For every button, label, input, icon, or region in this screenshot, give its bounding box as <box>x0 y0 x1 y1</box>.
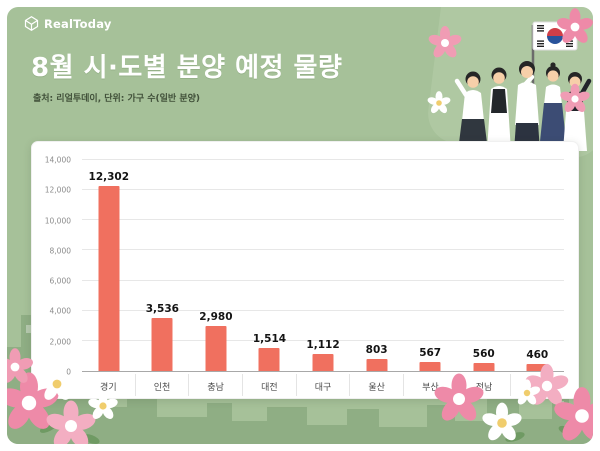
bar-value-label: 12,302 <box>88 170 130 183</box>
bar-value-label: 460 <box>526 349 549 362</box>
bar-전남: 560 <box>473 348 495 371</box>
y-tick-label: 6,000 <box>49 276 71 286</box>
bar-column: 1,514 <box>243 160 297 371</box>
y-tick-label: 14,000 <box>44 155 71 165</box>
bar-인천: 3,536 <box>146 303 179 371</box>
bar-column: 3,536 <box>136 160 190 371</box>
person-figure <box>563 72 592 151</box>
x-tick-label: 경기 <box>100 382 117 393</box>
x-tick-label: 서울 <box>510 374 564 396</box>
bar-value-label: 3,536 <box>145 302 179 315</box>
gridline <box>82 309 564 311</box>
cube-logo-icon <box>24 16 39 31</box>
x-tick-label: 부산 <box>403 374 457 396</box>
x-tick-label: 대전 <box>242 374 296 396</box>
bar-대구: 1,112 <box>306 339 340 371</box>
flower-accents-top-right <box>426 8 593 115</box>
bar-울산: 803 <box>366 344 388 371</box>
bar-column: 460 <box>511 160 565 371</box>
y-tick-label: 8,000 <box>49 246 71 256</box>
y-tick-label: 12,000 <box>44 185 71 195</box>
korean-flag <box>532 21 578 51</box>
bar-column: 803 <box>350 160 404 371</box>
realtoday-logo: RealToday <box>24 16 112 31</box>
bar-value-label: 803 <box>365 343 388 356</box>
x-tick-label: 충남 <box>188 374 242 396</box>
bar-column: 12,302 <box>82 160 136 371</box>
person-figure-flag-bearer <box>514 61 540 151</box>
gridline <box>82 189 564 191</box>
gridline <box>82 249 564 251</box>
x-tick-label: 인천 <box>134 374 189 396</box>
bars: 12,302 3,536 2,980 1,514 1,112 803 567 560 460 <box>82 160 564 371</box>
x-tick-label: 전남 <box>456 374 511 396</box>
y-tick-label: 10,000 <box>44 216 71 226</box>
gridline <box>82 219 564 221</box>
bar-chart-panel: 0 2,000 4,000 6,000 8,000 10,000 12,000 14,000 … <box>31 141 579 399</box>
infographic-canvas: RealToday 8월 시·도별 분양 예정 물량 출처: 리얼투데이, 단위… <box>7 7 593 444</box>
bar-value-label: 2,980 <box>199 311 233 324</box>
hanbok-people-illustration <box>454 21 592 151</box>
bar-value-label: 1,112 <box>306 339 340 352</box>
gridline <box>82 279 564 281</box>
x-tick-label: 대구 <box>295 374 350 396</box>
bar-서울: 460 <box>526 349 548 371</box>
source-subtitle: 출처: 리얼투데이, 단위: 가구 수(일반 분양) <box>33 94 200 104</box>
gridline <box>82 159 564 160</box>
x-axis-labels: 경기 인천 충남 대전 대구 울산 부산 전남 서울 <box>82 374 564 396</box>
y-tick-label: 4,000 <box>49 306 71 316</box>
bar-column: 560 <box>457 160 511 371</box>
bar-value-label: 1,514 <box>252 333 287 346</box>
bar-column: 567 <box>403 160 457 371</box>
y-tick-label: 0 <box>66 367 71 377</box>
logo-text: RealToday <box>44 16 112 31</box>
bar-value-label: 567 <box>419 347 442 360</box>
page-title: 8월 시·도별 분양 예정 물량 <box>31 53 343 83</box>
leaf-decoration <box>39 421 576 444</box>
bar-value-label: 560 <box>472 347 495 360</box>
person-figure <box>539 62 567 151</box>
bar-부산: 567 <box>419 347 441 371</box>
x-tick-label: 울산 <box>349 374 403 396</box>
light-green-blob <box>428 7 593 158</box>
y-tick-label: 2,000 <box>49 337 71 347</box>
person-figure <box>487 67 511 151</box>
bar-column: 2,980 <box>189 160 243 371</box>
bar-경기: 12,302 <box>89 171 129 371</box>
bar-column: 1,112 <box>296 160 350 371</box>
bar-대전: 1,514 <box>253 333 286 371</box>
bar-충남: 2,980 <box>199 311 233 371</box>
y-axis-labels: 0 2,000 4,000 6,000 8,000 10,000 12,000 14,000 <box>32 156 78 377</box>
person-figure <box>454 71 488 151</box>
plot-area: 12,302 3,536 2,980 1,514 1,112 803 567 560 460 <box>82 159 564 372</box>
